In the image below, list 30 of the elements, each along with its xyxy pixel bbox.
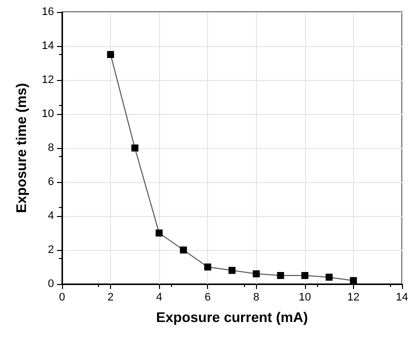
x-tick-label: 14 [396, 292, 408, 304]
point [131, 144, 138, 152]
point [180, 246, 187, 254]
point [228, 266, 236, 274]
point [326, 274, 333, 281]
point [301, 272, 308, 279]
point [277, 272, 284, 279]
x-tick-label: 10 [298, 292, 311, 304]
x-tick-label: 4 [156, 292, 162, 304]
y-tick-label: 2 [48, 244, 54, 256]
x-tick-label: 2 [108, 292, 114, 304]
point [156, 230, 163, 236]
y-tick-label: 6 [48, 176, 54, 188]
x-tick-label: 8 [253, 292, 260, 304]
y-axis-title: Exposure time (ms) [13, 83, 29, 213]
y-tick-label: 8 [48, 142, 54, 154]
y-tick-label: 4 [48, 210, 54, 222]
point [350, 277, 357, 284]
y-tick-label: 14 [42, 40, 54, 52]
point [204, 264, 212, 270]
x-tick-label: 12 [347, 292, 360, 304]
y-tick-label: 10 [42, 108, 54, 120]
y-tick-label: 12 [42, 74, 54, 86]
y-tick-label: 0 [48, 278, 54, 290]
x-axis-title: Exposure current (mA) [156, 309, 308, 325]
point [252, 270, 260, 278]
x-tick-label: 0 [58, 292, 66, 304]
x-tick-label: 6 [204, 292, 211, 304]
y-tick-label: 16 [42, 6, 54, 18]
point [107, 51, 114, 58]
